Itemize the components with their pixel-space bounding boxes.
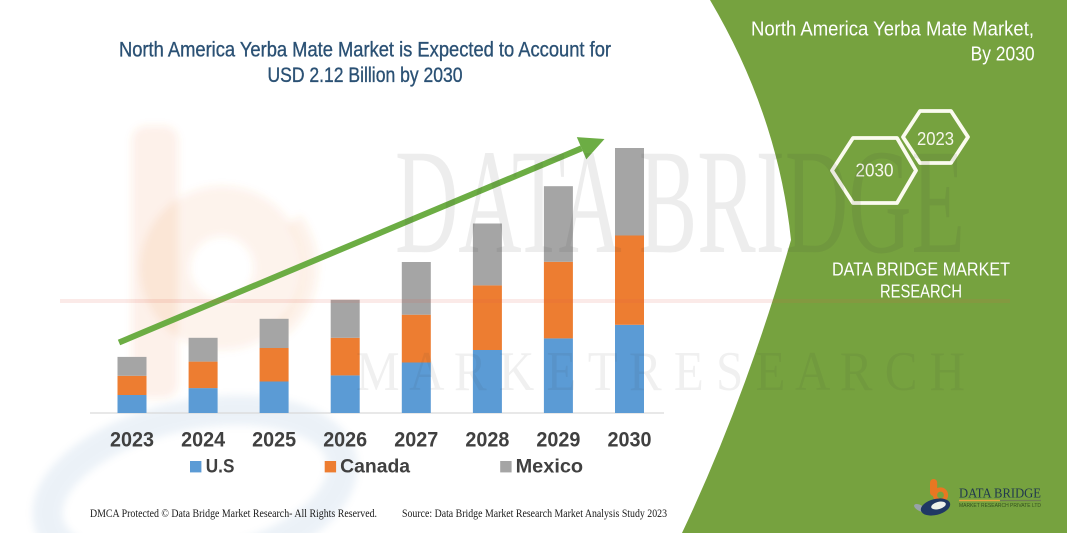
svg-text:2029: 2029 (536, 428, 580, 452)
svg-text:Canada: Canada (340, 456, 410, 478)
svg-text:2030: 2030 (856, 160, 894, 181)
svg-text:MARKET RESEARCH PRIVATE LTD: MARKET RESEARCH PRIVATE LTD (959, 503, 1041, 509)
svg-text:2024: 2024 (181, 428, 225, 452)
svg-text:2027: 2027 (394, 428, 438, 452)
svg-text:2028: 2028 (465, 428, 509, 452)
svg-text:2023: 2023 (917, 128, 954, 149)
svg-text:DMCA Protected © Data Bridge M: DMCA Protected © Data Bridge Market Rese… (90, 506, 377, 520)
svg-text:DATA BRIDGE MARKET: DATA BRIDGE MARKET (832, 259, 1010, 280)
svg-text:DATA BRIDGE: DATA BRIDGE (395, 119, 965, 285)
svg-text:M A R K E T R E S E A R C H: M A R K E T R E S E A R C H (356, 341, 965, 403)
svg-text:By 2030: By 2030 (971, 44, 1035, 66)
svg-text:2023: 2023 (110, 428, 154, 452)
svg-text:2025: 2025 (252, 428, 296, 452)
svg-text:Source: Data Bridge Market Res: Source: Data Bridge Market Research Mark… (402, 506, 667, 520)
svg-text:USD 2.12 Billion by 2030: USD 2.12 Billion by 2030 (268, 63, 463, 87)
svg-text:DATA BRIDGE: DATA BRIDGE (959, 487, 1041, 502)
svg-text:RESEARCH: RESEARCH (880, 281, 962, 302)
svg-text:2030: 2030 (608, 428, 652, 452)
svg-text:Mexico: Mexico (516, 456, 584, 478)
svg-text:North America Yerba Mate Marke: North America Yerba Mate Market, (751, 19, 1034, 41)
svg-text:North America Yerba Mate Marke: North America Yerba Mate Market is Expec… (119, 38, 611, 62)
svg-text:2026: 2026 (323, 428, 367, 452)
svg-text:U.S: U.S (206, 456, 235, 478)
